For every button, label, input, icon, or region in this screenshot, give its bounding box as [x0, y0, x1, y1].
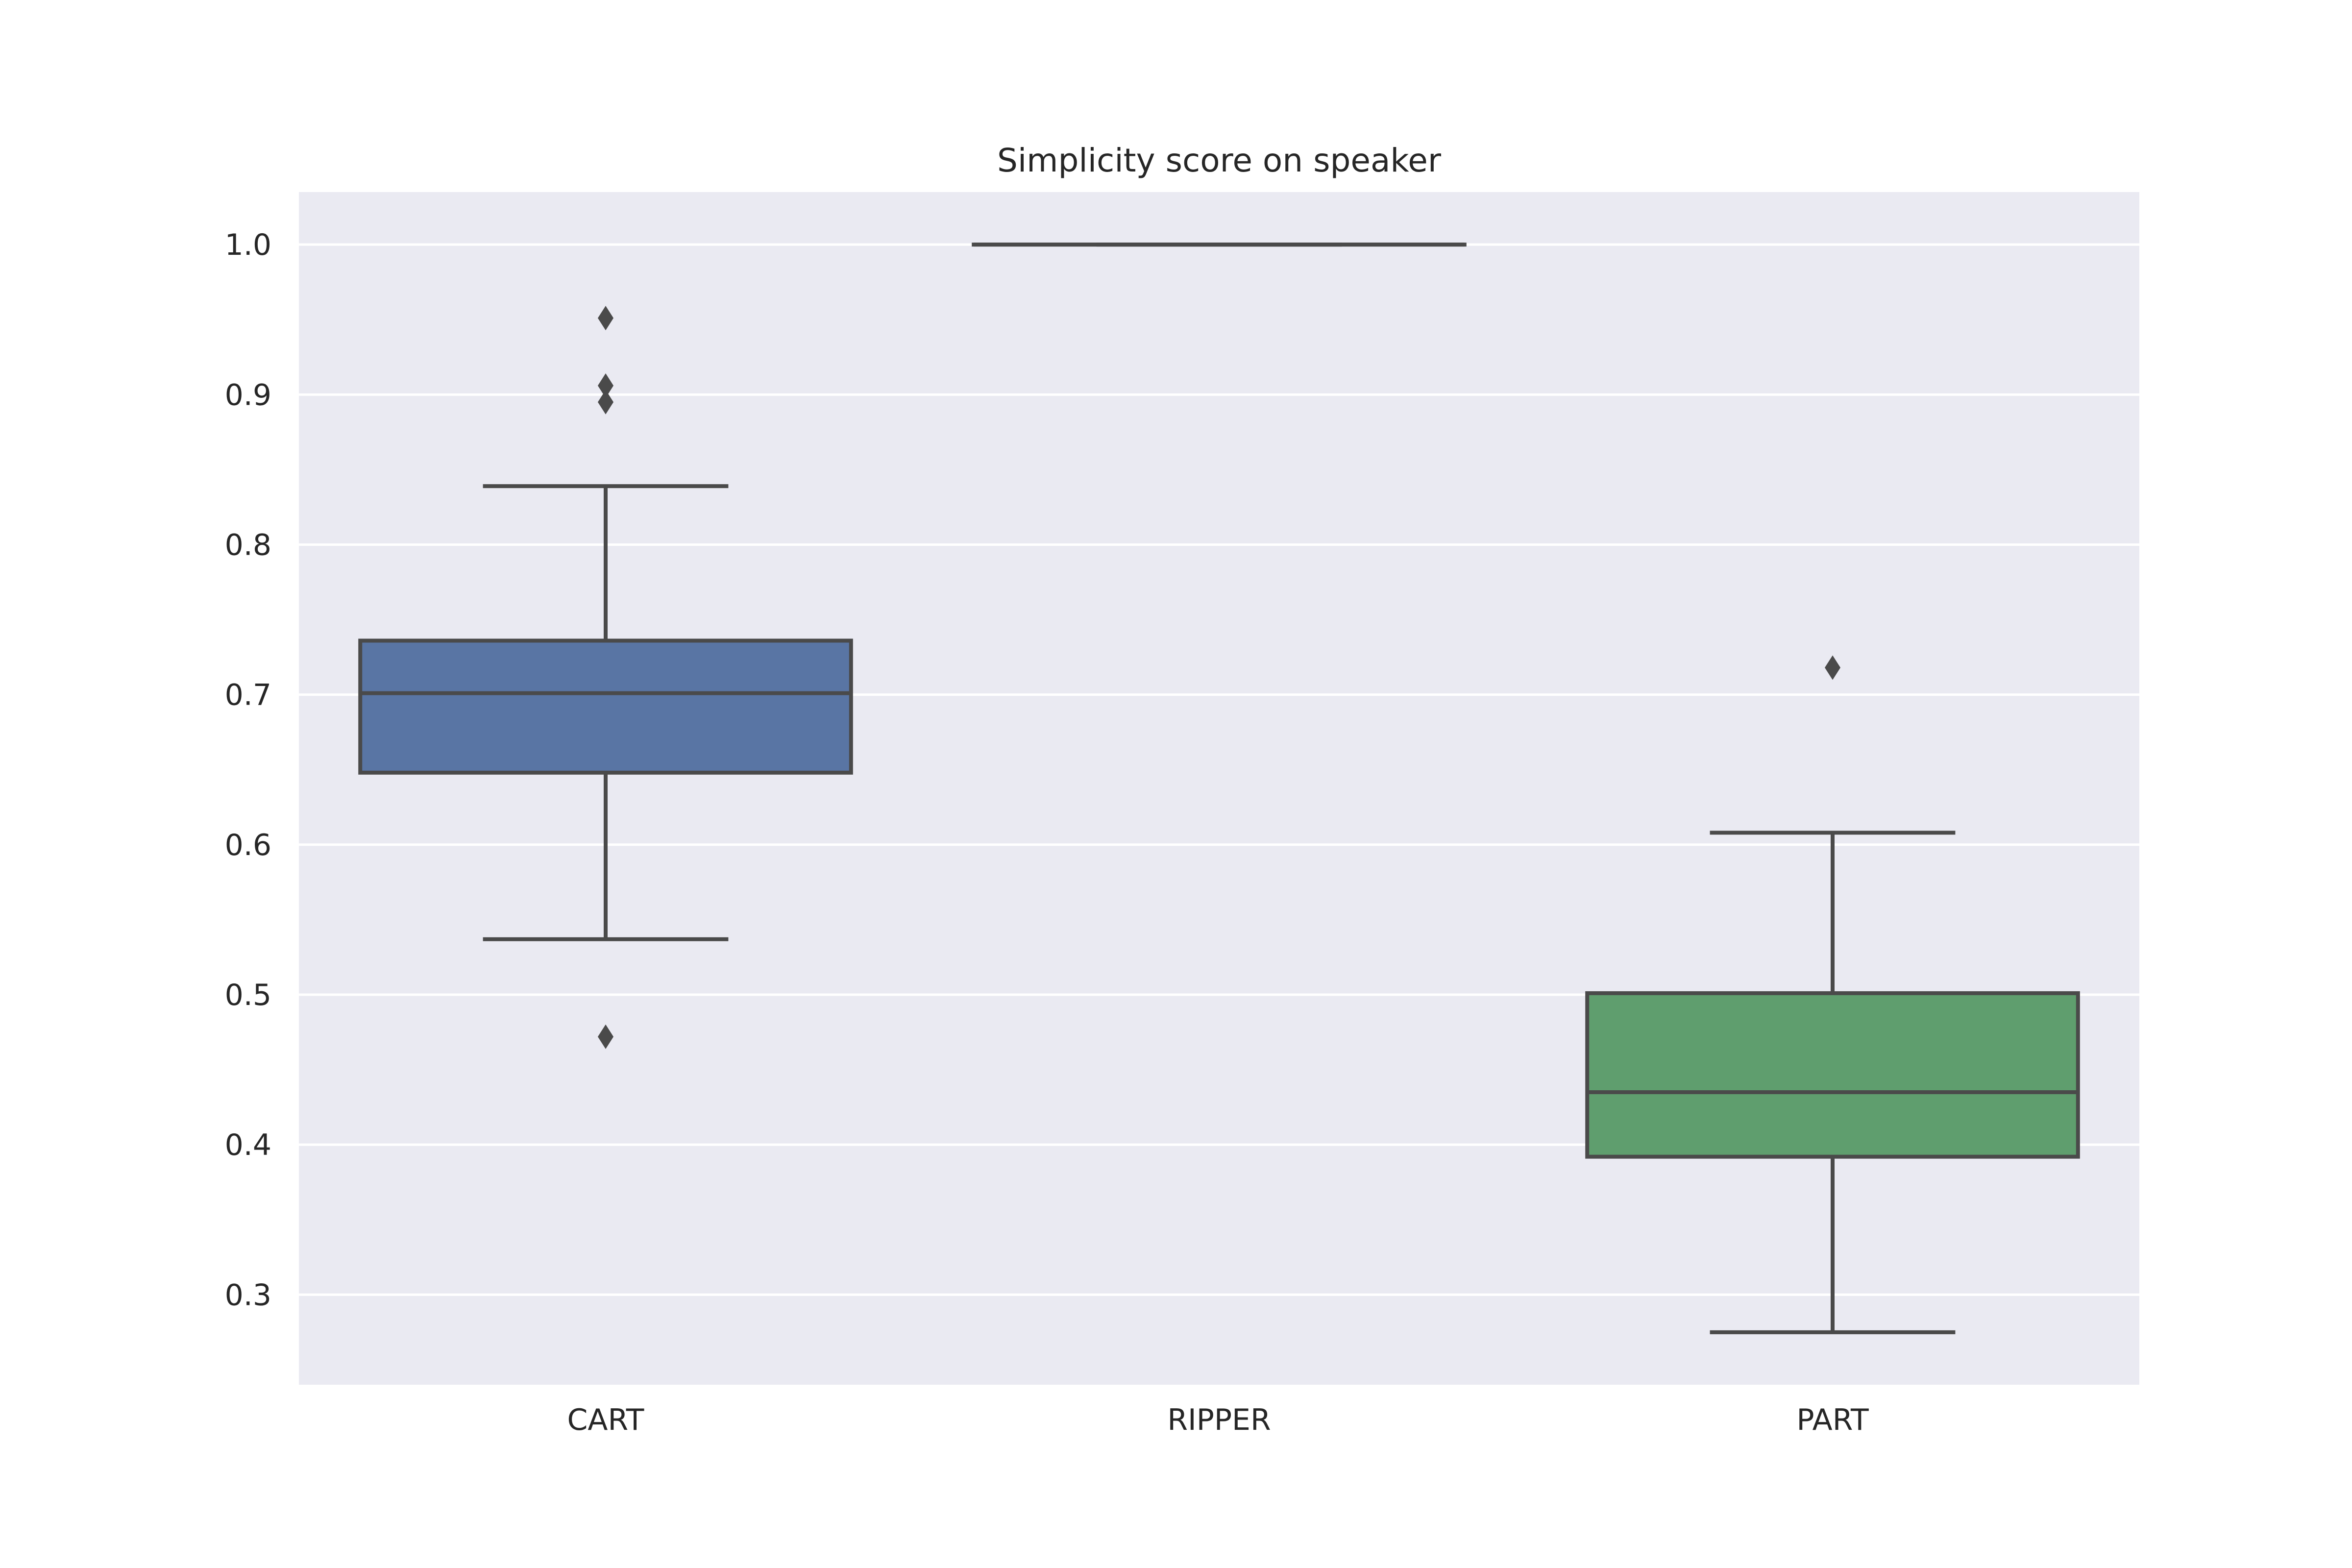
y-tick-label: 0.4: [225, 1128, 271, 1162]
box-layer: [358, 243, 2080, 1334]
y-tick-label: 0.7: [225, 678, 271, 712]
chart-title: Simplicity score on speaker: [997, 142, 1442, 179]
box-group-cart: [358, 306, 853, 1049]
y-tick-label: 0.6: [225, 828, 271, 862]
outlier-point: [1825, 655, 1840, 680]
x-tick-label: PART: [1796, 1403, 1869, 1437]
outlier-point: [598, 1024, 613, 1049]
x-tick-labels: CART RIPPER PART: [567, 1403, 1869, 1437]
outlier-point: [598, 373, 613, 398]
y-tick-label: 1.0: [225, 228, 271, 262]
box-group-part: [1585, 655, 2080, 1334]
y-tick-labels: 0.3 0.4 0.5 0.6 0.7 0.8 0.9 1.0: [225, 228, 271, 1312]
iqr-box: [358, 638, 853, 775]
outlier-point: [598, 306, 613, 331]
y-tick-label: 0.9: [225, 378, 271, 412]
x-tick-label: RIPPER: [1167, 1403, 1271, 1437]
y-tick-label: 0.8: [225, 528, 271, 562]
y-tick-label: 0.5: [225, 978, 271, 1012]
plot-background: [299, 192, 2139, 1385]
y-tick-label: 0.3: [225, 1278, 271, 1312]
outlier-point: [598, 390, 613, 415]
x-tick-label: CART: [567, 1403, 644, 1437]
iqr-box: [1585, 991, 2080, 1159]
